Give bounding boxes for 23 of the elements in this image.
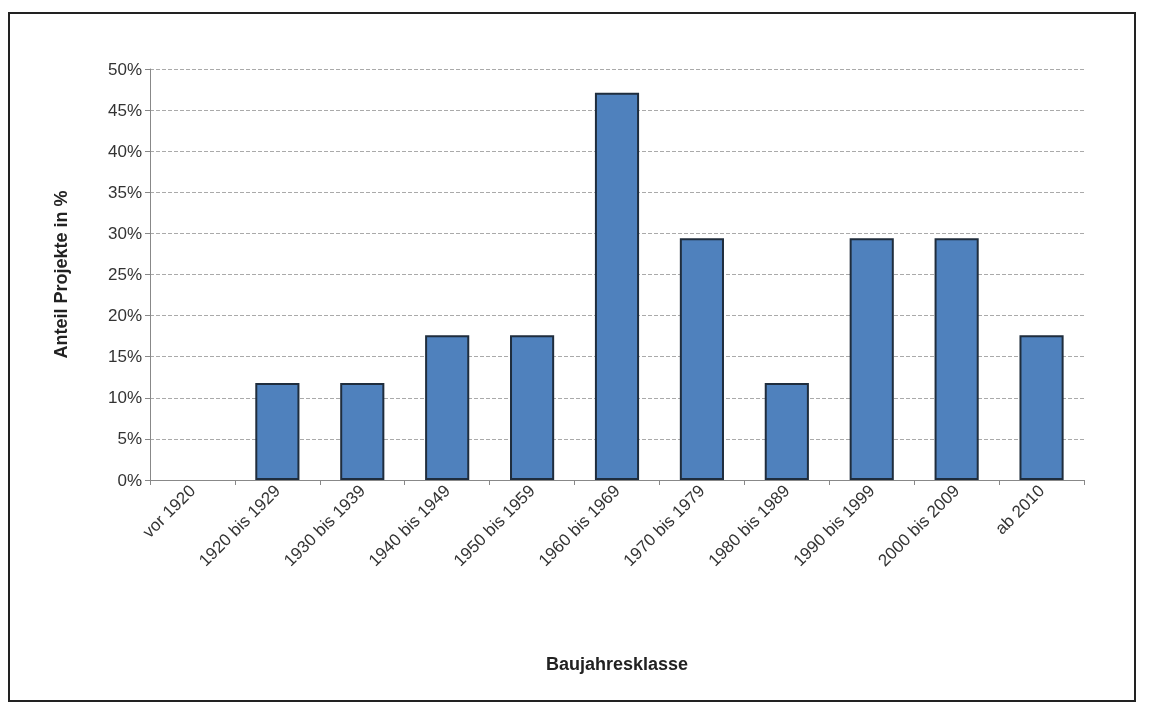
y-tick-label: 45% bbox=[107, 100, 142, 120]
y-axis-title: Anteil Projekte in % bbox=[51, 190, 71, 359]
y-tick-label: 5% bbox=[117, 429, 142, 449]
y-tick-label: 40% bbox=[107, 141, 142, 161]
y-tick-label: 10% bbox=[107, 388, 142, 408]
bar bbox=[255, 383, 300, 480]
y-tick-label: 50% bbox=[107, 59, 142, 79]
x-axis-title: Baujahresklasse bbox=[545, 654, 689, 674]
y-tick-label: 30% bbox=[107, 223, 142, 243]
y-tick-label: 0% bbox=[117, 470, 142, 490]
bar bbox=[934, 238, 979, 480]
bar bbox=[849, 238, 894, 480]
bar bbox=[1019, 335, 1064, 480]
bar bbox=[425, 335, 470, 480]
bar bbox=[594, 92, 640, 480]
bar bbox=[764, 383, 809, 480]
bar bbox=[679, 238, 724, 480]
y-tick-label: 25% bbox=[107, 265, 142, 284]
y-tick-label: 35% bbox=[107, 182, 142, 202]
y-tick-label: 20% bbox=[107, 306, 142, 326]
bar bbox=[340, 383, 385, 480]
bar bbox=[510, 335, 555, 480]
y-tick-label: 15% bbox=[107, 347, 142, 367]
